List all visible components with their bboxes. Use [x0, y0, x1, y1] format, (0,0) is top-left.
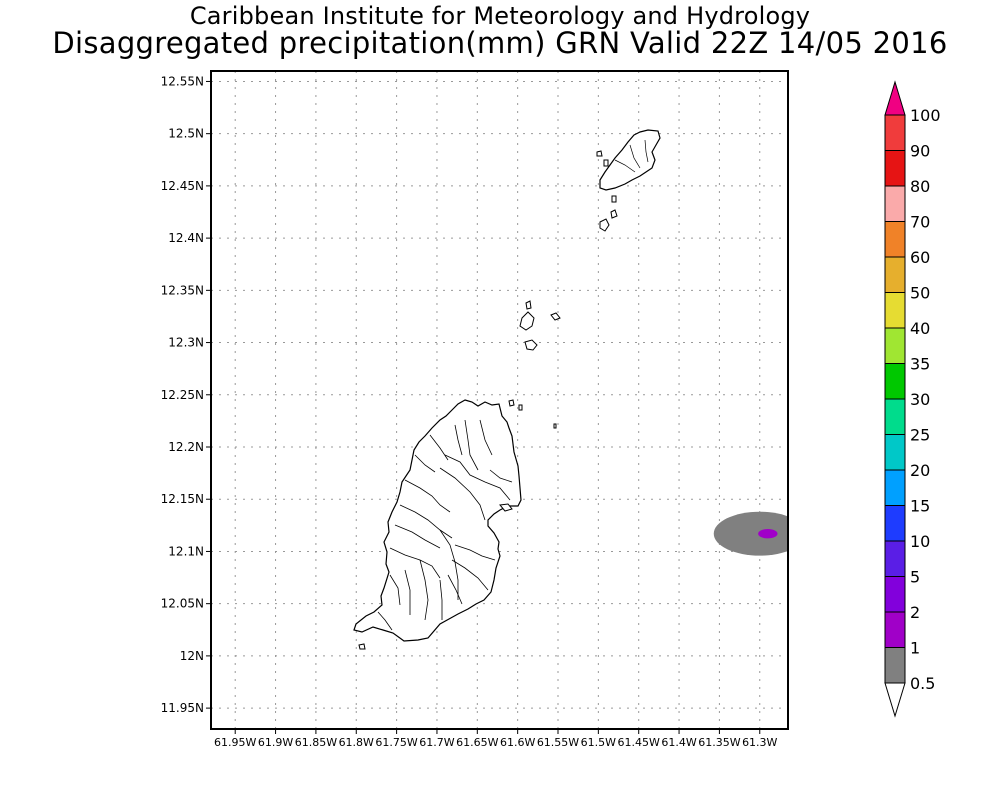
- small-islets: [358, 150, 618, 650]
- map-gridlines: [211, 71, 788, 729]
- colorbar-label: 35: [910, 355, 930, 374]
- colorbar-label: 70: [910, 213, 930, 232]
- colorbar-label: 20: [910, 461, 930, 480]
- colorbar-label: 40: [910, 319, 930, 338]
- colorbar-label: 80: [910, 177, 930, 196]
- colorbar-swatch: [884, 363, 906, 400]
- lat-tick-label: 11.95N: [161, 701, 204, 715]
- colorbar-swatch: [884, 221, 906, 258]
- colorbar-swatch: [884, 114, 906, 151]
- colorbar-label: 10: [910, 532, 930, 551]
- lon-tick-label: 61.85W: [295, 736, 337, 749]
- colorbar-swatch: [884, 398, 906, 435]
- precip-area-1-2mm: [758, 528, 778, 539]
- carriacou-boundaries: [614, 139, 649, 173]
- lon-tick-label: 61.55W: [537, 736, 579, 749]
- colorbar-swatch: [884, 611, 906, 648]
- colorbar-swatch: [884, 469, 906, 506]
- chart-title: Caribbean Institute for Meteorology and …: [189, 2, 811, 30]
- lat-tick-label: 12.35N: [161, 283, 204, 297]
- colorbar-label: 2: [910, 603, 920, 622]
- lat-tick-label: 12.25N: [161, 388, 204, 402]
- grenada-island: [353, 399, 522, 642]
- lat-tick-label: 12.3N: [168, 336, 204, 350]
- lat-tick-label: 12.45N: [161, 179, 204, 193]
- lon-tick-label: 61.75W: [375, 736, 417, 749]
- precipitation-layer: [713, 511, 788, 556]
- colorbar-label: 0.5: [910, 674, 935, 693]
- colorbar-label: 25: [910, 426, 930, 445]
- colorbar-swatch: [884, 185, 906, 222]
- colorbar-top-arrow: [884, 80, 906, 116]
- colorbar-swatch: [884, 505, 906, 542]
- lat-tick-label: 12.2N: [168, 440, 204, 454]
- colorbar-swatch: [884, 327, 906, 364]
- colorbar-label: 15: [910, 497, 930, 516]
- lon-tick-label: 61.7W: [419, 736, 454, 749]
- parish-boundaries: [377, 419, 513, 631]
- chart-subtitle: Disaggregated precipitation(mm) GRN Vali…: [52, 26, 948, 60]
- colorbar-bottom-arrow: [884, 682, 906, 718]
- colorbar-label: 30: [910, 390, 930, 409]
- lon-tick-label: 61.35W: [698, 736, 740, 749]
- lon-tick-label: 61.5W: [581, 736, 616, 749]
- lat-tick-label: 12.4N: [168, 231, 204, 245]
- lat-tick-label: 12.1N: [168, 544, 204, 558]
- colorbar-label: 5: [910, 568, 920, 587]
- precip-area-0p5-1mm: [713, 511, 788, 556]
- carriacou-island: [599, 129, 661, 191]
- colorbar-swatch: [884, 576, 906, 613]
- lon-tick-label: 61.3W: [742, 736, 777, 749]
- lat-tick-label: 12.05N: [161, 597, 204, 611]
- colorbar-swatch: [884, 540, 906, 577]
- lon-tick-label: 61.4W: [661, 736, 696, 749]
- map-frame: [210, 70, 789, 730]
- longitude-axis: 61.95W 61.9W 61.85W 61.8W 61.75W 61.7W 61.65W 6…: [214, 729, 778, 749]
- lat-tick-label: 12N: [180, 649, 204, 663]
- lon-tick-label: 61.8W: [339, 736, 374, 749]
- lon-tick-label: 61.95W: [214, 736, 256, 749]
- lat-tick-label: 12.15N: [161, 492, 204, 506]
- lon-tick-label: 61.65W: [456, 736, 498, 749]
- lon-tick-label: 61.6W: [500, 736, 535, 749]
- colorbar-swatch: [884, 647, 906, 684]
- lat-tick-label: 12.55N: [161, 74, 204, 88]
- colorbar-swatch: [884, 292, 906, 329]
- colorbar-swatch: [884, 150, 906, 187]
- colorbar-label: 90: [910, 142, 930, 161]
- colorbar-label: 60: [910, 248, 930, 267]
- colorbar-label: 1: [910, 639, 920, 658]
- colorbar-swatch: [884, 434, 906, 471]
- precipitation-colorbar: 100 90 80 70 60 50 40 35 30 25 20 15 10 5 2 1 0.5: [884, 80, 941, 718]
- latitude-axis: 12.55N 12.5N 12.45N 12.4N 12.35N 12.3N 12.25N 1…: [161, 74, 211, 715]
- colorbar-swatch: [884, 256, 906, 293]
- lon-tick-label: 61.9W: [258, 736, 293, 749]
- colorbar-label: 100: [910, 106, 941, 125]
- lon-tick-label: 61.45W: [618, 736, 660, 749]
- colorbar-label: 50: [910, 284, 930, 303]
- lat-tick-label: 12.5N: [168, 127, 204, 141]
